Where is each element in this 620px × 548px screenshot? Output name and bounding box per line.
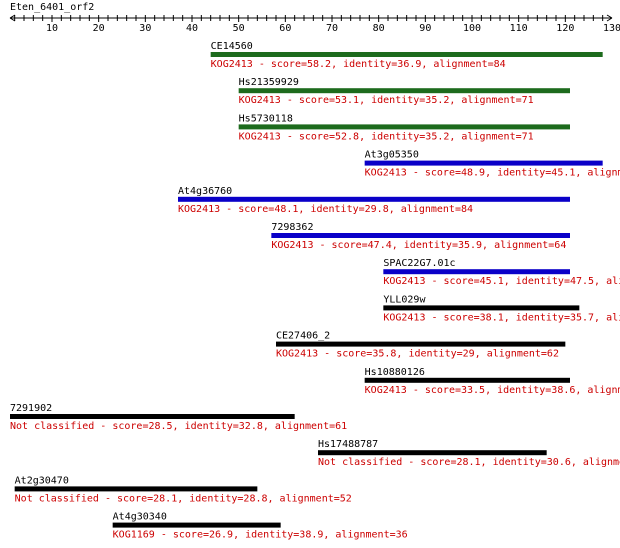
ruler-tick-label: 130 (603, 23, 620, 34)
ruler-tick-label: 110 (510, 23, 528, 34)
hit-description: KOG2413 - score=48.9, identity=45.1, ali… (365, 168, 620, 179)
hit-alignment-bar[interactable] (318, 450, 547, 456)
hit-alignment-bar[interactable] (383, 269, 570, 275)
hit-row: CE27406_2 KOG2413 - score=35.8, identity=… (276, 331, 566, 360)
hit-name[interactable]: Hs17488787 (318, 439, 378, 450)
hit-alignment-bar[interactable] (238, 88, 570, 94)
hit-alignment-bar[interactable] (210, 52, 603, 57)
hit-row: At4g36760 KOG2413 - score=48.1, identity=… (178, 186, 570, 215)
hit-description: KOG2413 - score=38.1, identity=35.7, ali… (383, 312, 620, 323)
hit-description: KOG2413 - score=48.1, identity=29.8, ali… (178, 204, 473, 215)
hit-list: CE14560 KOG2413 - score=58.2, identity=36… (10, 41, 620, 541)
hit-description: KOG2413 - score=45.1, identity=47.5, ali… (383, 276, 620, 287)
hit-name[interactable]: 7298362 (271, 222, 313, 233)
hit-row: 7291902 Not classified - score=28.5, iden… (10, 403, 347, 432)
query-title: Eten_6401_orf2 (10, 2, 94, 13)
hit-row: Hs17488787 Not classified - score=28.1, i… (318, 439, 620, 468)
hit-name[interactable]: CE14560 (211, 41, 253, 52)
ruler-tick-label: 10 (46, 23, 58, 34)
hit-description: KOG2413 - score=47.4, identity=35.9, ali… (271, 240, 566, 251)
hit-alignment-bar[interactable] (10, 414, 295, 419)
hit-alignment-bar[interactable] (238, 124, 570, 130)
hit-row: At2g30470 Not classified - score=28.1, id… (14, 475, 352, 504)
hit-name[interactable]: Hs10880126 (365, 367, 425, 378)
hit-name[interactable]: SPAC22G7.01c (383, 258, 455, 269)
hit-alignment-bar[interactable] (364, 377, 570, 383)
hit-alignment-bar[interactable] (271, 233, 570, 238)
hit-name[interactable]: Hs21359929 (239, 77, 299, 88)
hit-row: CE14560 KOG2413 - score=58.2, identity=36… (210, 41, 603, 70)
hit-row: Hs5730118 KOG2413 - score=52.8, identity=… (238, 113, 570, 142)
ruler-tick-label: 30 (139, 23, 151, 34)
ruler-tick-label: 80 (373, 23, 385, 34)
hit-row: 7298362 KOG2413 - score=47.4, identity=35… (271, 222, 570, 251)
hit-alignment-bar[interactable] (178, 196, 570, 202)
hit-description: KOG2413 - score=35.8, identity=29, align… (276, 349, 559, 360)
hit-description: Not classified - score=28.5, identity=32… (10, 421, 347, 432)
ruler-tick-label: 20 (93, 23, 105, 34)
position-ruler: 10 20 30 40 50 60 70 80 90 100 110 120 130 (9, 14, 620, 34)
ruler-tick-label: 100 (463, 23, 481, 34)
ruler-tick-label: 50 (233, 23, 245, 34)
hit-row: Hs21359929 KOG2413 - score=53.1, identity… (238, 77, 570, 106)
hit-name[interactable]: At3g05350 (365, 150, 419, 161)
hit-alignment-bar[interactable] (276, 341, 566, 347)
hit-row: SPAC22G7.01c KOG2413 - score=45.1, identi… (383, 258, 620, 287)
hit-alignment-bar[interactable] (383, 305, 580, 311)
hit-row: YLL029w KOG2413 - score=38.1, identity=35… (383, 294, 620, 323)
hit-alignment-bar[interactable] (14, 486, 258, 492)
hit-alignment-bar[interactable] (364, 160, 603, 166)
hit-name[interactable]: YLL029w (383, 294, 426, 305)
hit-alignment-bar[interactable] (112, 522, 281, 528)
ruler-tick-label: 40 (186, 23, 198, 34)
hit-row: At4g30340 KOG1169 - score=26.9, identity=… (112, 512, 408, 541)
hit-description: KOG1169 - score=26.9, identity=38.9, ali… (113, 530, 408, 541)
hit-row: At3g05350 KOG2413 - score=48.9, identity=… (364, 150, 620, 179)
hit-row: Hs10880126 KOG2413 - score=33.5, identity… (364, 367, 620, 396)
ruler-tick-label: 90 (419, 23, 431, 34)
hit-description: KOG2413 - score=53.1, identity=35.2, ali… (239, 95, 534, 106)
hit-name[interactable]: At4g30340 (113, 512, 167, 523)
hit-name[interactable]: Hs5730118 (239, 113, 293, 124)
hit-name[interactable]: CE27406_2 (276, 331, 330, 342)
hit-description: Not classified - score=28.1, identity=28… (15, 493, 352, 504)
hit-description: KOG2413 - score=52.8, identity=35.2, ali… (239, 131, 534, 142)
hit-name[interactable]: At2g30470 (15, 475, 69, 486)
hit-name[interactable]: At4g36760 (178, 186, 232, 197)
ruler-tick-label: 60 (279, 23, 291, 34)
ruler-right-arrow (606, 14, 613, 22)
hit-description: Not classified - score=28.1, identity=30… (318, 457, 620, 468)
ruler-tick-label: 70 (326, 23, 338, 34)
ruler-tick-label: 120 (556, 23, 574, 34)
hit-name[interactable]: 7291902 (10, 403, 52, 414)
hit-description: KOG2413 - score=33.5, identity=38.6, ali… (365, 385, 620, 396)
hit-description: KOG2413 - score=58.2, identity=36.9, ali… (211, 59, 506, 70)
